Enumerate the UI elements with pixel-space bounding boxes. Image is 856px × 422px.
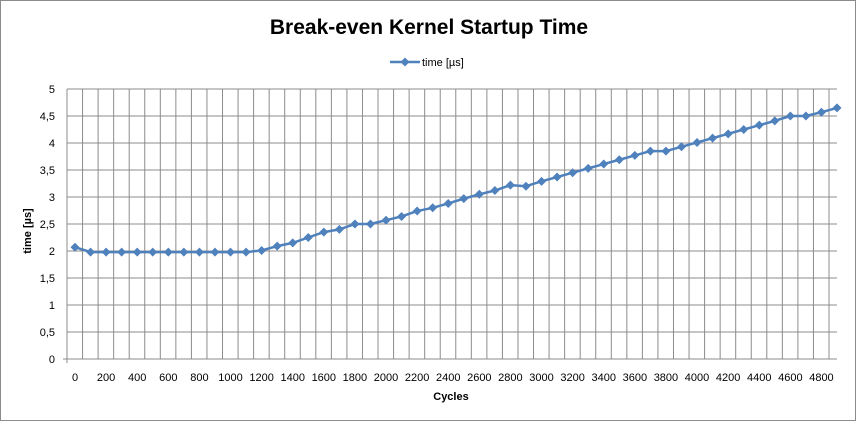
data-point [661,146,671,156]
x-tick-label: 3400 [591,372,615,384]
x-tick-label: 4400 [747,372,771,384]
x-tick-label: 2000 [374,372,398,384]
x-tick-label: 4000 [685,372,709,384]
x-tick-label: 3600 [623,372,647,384]
data-point [86,247,96,257]
data-point [459,194,469,204]
y-tick-label: 3 [49,192,55,204]
x-tick-label: 1200 [249,372,273,384]
data-point [288,238,298,248]
data-point [505,180,515,190]
data-point [272,241,282,251]
data-point [490,186,500,196]
data-point [381,215,391,225]
x-tick-label: 2600 [467,372,491,384]
data-point [303,233,313,242]
data-point [194,247,204,257]
series [70,103,842,257]
data-point [708,133,718,143]
gridlines [66,88,837,360]
x-tick-label: 800 [190,372,208,384]
data-point [770,116,780,126]
data-point [101,247,111,257]
x-tick-label: 2800 [498,372,522,384]
data-point [630,150,640,160]
x-tick-labels: 0 200 400 600 800 1000 1200 1400 1600 1800 2000 220… [72,372,834,384]
x-tick-label: 3800 [654,372,678,384]
y-tick-label: 1,5 [40,273,55,285]
x-tick-label: 600 [159,372,177,384]
data-point [241,247,251,257]
axes [63,89,837,363]
y-tick-label: 3,5 [40,165,55,177]
x-tick-label: 3200 [560,372,584,384]
data-point [70,242,80,252]
data-point [676,142,686,152]
x-tick-label: 2400 [436,372,460,384]
data-point [537,176,547,186]
data-point [583,163,593,173]
x-tick-label: 3000 [529,372,553,384]
x-tick-label: 2200 [405,372,429,384]
data-point [443,198,453,208]
y-tick-label: 4 [49,138,55,150]
legend-label: time [µs] [422,57,464,69]
y-tick-label: 1 [49,300,55,312]
data-point [210,247,220,257]
data-point [350,219,360,229]
data-point [568,168,578,178]
x-tick-label: 4800 [809,372,833,384]
y-tick-labels: 0 0,5 1 1,5 2 2,5 3 3,5 4 4,5 5 [40,84,55,366]
x-tick-label: 4200 [716,372,740,384]
x-tick-label: 4600 [778,372,802,384]
data-point [692,137,702,147]
x-tick-label: 1000 [218,372,242,384]
y-tick-label: 0,5 [40,327,55,339]
y-tick-label: 5 [49,84,55,96]
data-point [257,245,267,255]
data-point [801,111,811,121]
data-point [179,247,189,257]
data-point [334,224,344,234]
legend-marker [400,57,410,67]
data-point [723,129,733,139]
data-point [474,189,484,199]
data-point [117,247,127,257]
data-point [132,247,142,257]
data-point [428,203,438,213]
y-tick-label: 2 [49,246,55,258]
x-tick-label: 0 [72,372,78,384]
data-point [599,159,609,169]
data-point [521,181,531,191]
chart-title: Break-even Kernel Startup Time [270,16,588,39]
data-point [645,146,655,156]
y-tick-label: 4,5 [40,111,55,123]
data-point [397,211,407,221]
data-point [365,219,375,229]
legend: time [µs] [390,57,464,69]
x-tick-label: 1800 [343,372,367,384]
data-point [754,120,764,130]
y-axis-label: time [µs] [22,208,34,254]
data-point [319,227,329,237]
data-point [226,247,236,257]
data-point [148,247,158,257]
y-tick-label: 2,5 [40,219,55,231]
y-tick-label: 0 [49,354,55,366]
data-point [832,103,842,113]
x-tick-label: 1600 [312,372,336,384]
data-point [552,172,562,182]
data-point [739,125,749,134]
data-point [614,155,624,165]
x-tick-label: 400 [128,372,146,384]
x-axis-label: Cycles [433,391,468,403]
x-tick-label: 1400 [280,372,304,384]
data-point [412,206,422,216]
data-point [163,247,173,257]
x-tick-label: 200 [97,372,115,384]
data-point [785,111,795,121]
data-point [816,107,826,117]
